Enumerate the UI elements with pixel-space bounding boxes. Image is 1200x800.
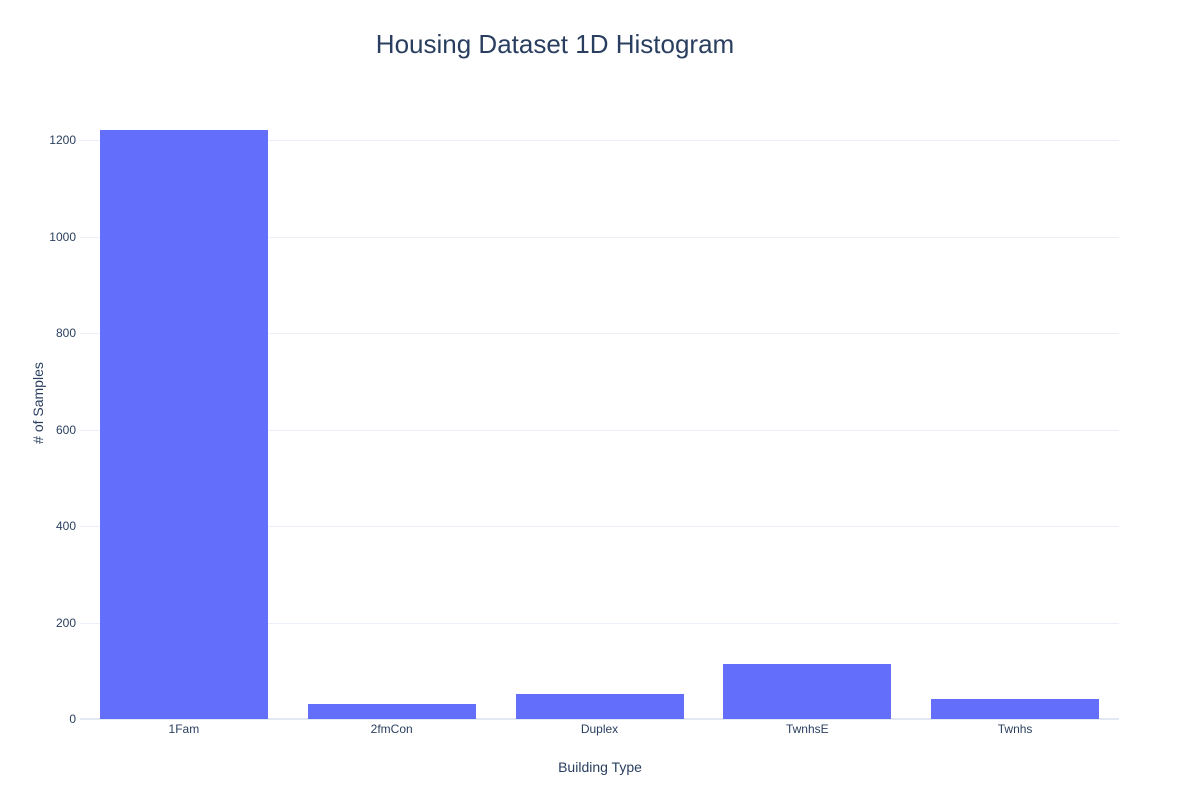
bar-duplex[interactable]: [515, 694, 684, 720]
y-tick-label: 200: [55, 615, 76, 630]
bar-twnhse[interactable]: [723, 664, 892, 720]
x-tick-label: 2fmCon: [370, 722, 413, 736]
y-gridline: [80, 429, 1119, 431]
y-tick-label: 600: [55, 422, 76, 437]
x-tick-label: Twnhs: [997, 722, 1033, 736]
x-tick-label: 1Fam: [168, 722, 200, 736]
x-axis-zero-line: [80, 718, 1119, 721]
y-gridline: [80, 140, 1119, 142]
y-tick-label: 0: [69, 712, 76, 727]
y-gridline: [80, 236, 1119, 238]
x-axis-title: Building Type: [558, 759, 642, 775]
y-tick-label: 1000: [49, 229, 76, 244]
x-tick-label: TwnhsE: [785, 722, 829, 736]
bar-1fam[interactable]: [99, 130, 268, 720]
y-tick-label: 800: [55, 326, 76, 341]
y-tick-label: 400: [55, 519, 76, 534]
y-gridline: [80, 333, 1119, 335]
x-tick-label: Duplex: [580, 722, 619, 736]
y-tick-label: 1200: [49, 133, 76, 148]
y-gridline: [80, 622, 1119, 624]
chart-title: Housing Dataset 1D Histogram: [375, 29, 735, 59]
bar-twnhs[interactable]: [931, 698, 1100, 720]
bar-2fmcon[interactable]: [307, 704, 476, 720]
y-gridline: [80, 526, 1119, 528]
